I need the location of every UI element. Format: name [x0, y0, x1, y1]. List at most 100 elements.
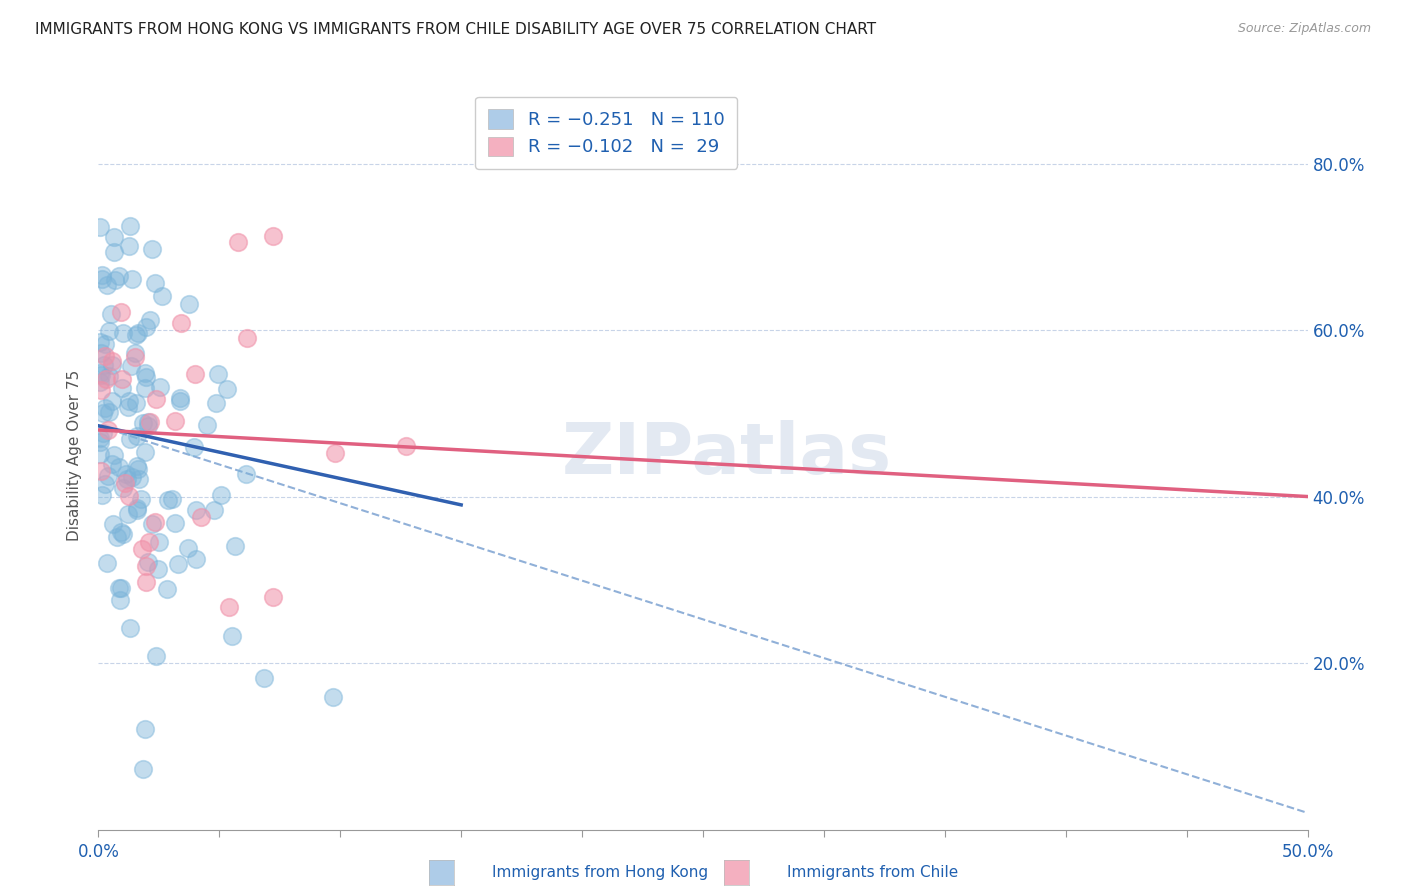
Point [221, 629, 243, 643]
Point [94, 401, 117, 415]
Point [195, 418, 218, 433]
Point [91, 406, 114, 420]
Point [218, 600, 240, 615]
Point [90, 383, 112, 397]
Point [117, 507, 139, 521]
Point [108, 268, 131, 283]
Point [120, 621, 142, 635]
Point [226, 235, 249, 249]
Point [118, 219, 141, 234]
Point [162, 491, 184, 506]
Y-axis label: Disability Age Over 75: Disability Age Over 75 [67, 369, 83, 541]
Point [190, 510, 212, 524]
Point [134, 445, 156, 459]
Legend: R = −0.251   N = 110, R = −0.102   N =  29: R = −0.251 N = 110, R = −0.102 N = 29 [475, 97, 737, 169]
Point [125, 459, 148, 474]
Point [110, 524, 132, 539]
Point [93, 349, 115, 363]
Point [94, 372, 117, 386]
Point [105, 530, 128, 544]
Point [91, 268, 114, 282]
Point [108, 581, 131, 595]
Point [135, 319, 157, 334]
Point [91, 426, 114, 441]
Point [98, 324, 121, 338]
Text: ZIPatlas: ZIPatlas [562, 420, 893, 490]
Point [90, 368, 112, 383]
Point [89, 431, 111, 445]
Point [93, 358, 115, 372]
Point [134, 722, 156, 736]
Point [89, 434, 111, 449]
Point [121, 470, 143, 484]
Point [163, 516, 186, 531]
Point [131, 416, 153, 430]
Point [207, 367, 229, 381]
Text: Immigrants from Chile: Immigrants from Chile [787, 865, 959, 880]
Point [89, 334, 111, 349]
Point [103, 516, 125, 531]
Point [97, 468, 120, 483]
Point [127, 326, 149, 341]
Point [128, 472, 150, 486]
Text: Source: ZipAtlas.com: Source: ZipAtlas.com [1237, 22, 1371, 36]
Point [143, 276, 166, 290]
Point [124, 351, 146, 365]
Point [96, 278, 118, 293]
Point [101, 457, 124, 471]
Point [138, 418, 160, 433]
Point [177, 297, 200, 311]
Point [138, 415, 160, 429]
Point [167, 557, 190, 571]
Point [103, 230, 125, 244]
Point [97, 424, 120, 438]
Point [209, 488, 232, 502]
Point [125, 501, 148, 516]
Point [202, 503, 225, 517]
Text: IMMIGRANTS FROM HONG KONG VS IMMIGRANTS FROM CHILE DISABILITY AGE OVER 75 CORREL: IMMIGRANTS FROM HONG KONG VS IMMIGRANTS … [35, 22, 876, 37]
Point [169, 391, 191, 405]
Point [103, 448, 125, 462]
Point [176, 541, 198, 556]
Point [145, 392, 167, 406]
Point [115, 467, 138, 482]
Point [156, 582, 179, 597]
Point [322, 690, 344, 705]
Point [145, 648, 167, 663]
Point [141, 242, 163, 256]
Point [89, 366, 111, 380]
Point [89, 376, 111, 390]
Point [100, 394, 122, 409]
Point [121, 271, 143, 285]
Point [125, 327, 148, 342]
Point [235, 467, 257, 482]
Point [115, 472, 138, 486]
Point [112, 526, 135, 541]
Point [118, 394, 141, 409]
Point [139, 312, 162, 326]
Point [134, 366, 156, 380]
Point [253, 672, 276, 686]
Point [141, 516, 163, 531]
Point [148, 380, 170, 394]
Point [145, 515, 167, 529]
Point [138, 534, 160, 549]
Point [184, 503, 207, 517]
Point [132, 763, 155, 777]
Point [91, 488, 114, 502]
Point [103, 244, 125, 259]
Text: Immigrants from Hong Kong: Immigrants from Hong Kong [492, 865, 709, 880]
Point [90, 346, 112, 360]
Point [124, 346, 146, 360]
Point [184, 368, 207, 382]
Point [146, 562, 169, 576]
Point [134, 381, 156, 395]
Point [100, 307, 122, 321]
Point [104, 273, 127, 287]
Point [98, 405, 121, 419]
Point [127, 429, 149, 443]
Point [215, 382, 238, 396]
Point [138, 555, 160, 569]
Point [125, 503, 148, 517]
Point [184, 552, 207, 566]
